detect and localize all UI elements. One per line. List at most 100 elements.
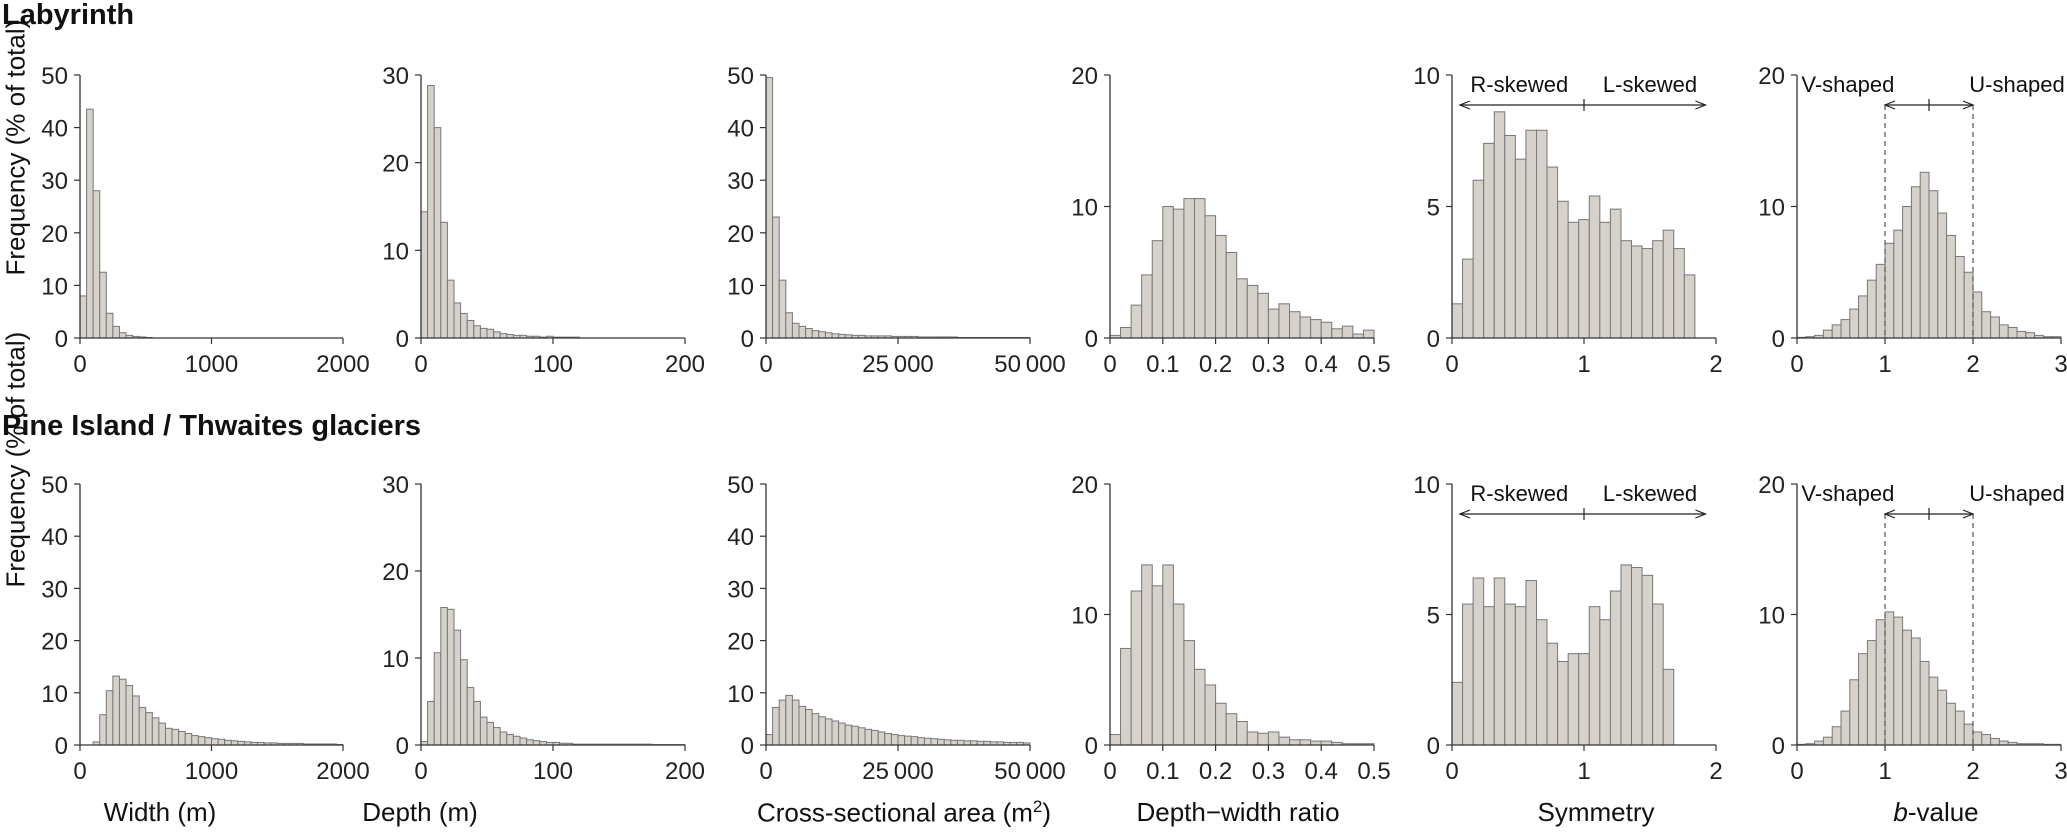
depth-y-tick-label: 20 — [382, 559, 409, 586]
depth-width-bar — [1257, 732, 1269, 746]
symmetry-bar — [1535, 619, 1548, 746]
area-y-tick-label: 30 — [727, 576, 754, 603]
depth-width-x-tick-label: 0.4 — [1305, 351, 1338, 378]
b-value-bar — [1893, 229, 1904, 339]
area-bar — [818, 716, 826, 746]
b-value-y-tick-label: 20 — [1758, 63, 1785, 90]
depth-bar — [519, 737, 528, 746]
width-y-tick-label: 40 — [41, 116, 68, 143]
area-x-tick-label: 0 — [759, 758, 772, 785]
area-bar — [877, 731, 886, 746]
width-bar — [105, 312, 114, 339]
b-value-bar — [1946, 234, 1956, 339]
b-value-bar — [1990, 316, 2000, 339]
depth-width-x-tick-label: 0.1 — [1146, 758, 1179, 785]
depth-x-tick-label: 200 — [665, 758, 705, 785]
symmetry-bar — [1504, 134, 1516, 339]
depth-width-bar — [1130, 590, 1143, 746]
b-value-x-tick-label: 1 — [1878, 758, 1891, 785]
symmetry-bar — [1462, 258, 1474, 339]
b-value-arrow-right-head — [1962, 100, 1975, 110]
area-x-tick-label: 25 000 — [862, 758, 934, 785]
symmetry-x-tick-label: 1 — [1577, 758, 1590, 785]
area-bar — [864, 728, 873, 746]
width-bar — [151, 717, 160, 746]
depth-bar — [460, 312, 468, 339]
area-bar — [851, 725, 859, 746]
area-bar — [844, 724, 853, 746]
depth-y-tick-label: 10 — [382, 238, 409, 265]
width-bar — [217, 738, 226, 746]
x-axis-label-symmetry: Symmetry — [1537, 797, 1655, 827]
depth-bar — [493, 727, 501, 746]
symmetry-bar — [1525, 580, 1537, 746]
symmetry-bar — [1472, 577, 1485, 746]
x-axis-label-depth-width: Depth−width ratio — [1136, 797, 1340, 827]
depth-bar — [440, 221, 448, 339]
depth-bar — [427, 701, 435, 746]
area-x-tick-label: 25 000 — [862, 351, 934, 378]
depth-y-tick-label: 0 — [396, 733, 409, 760]
symmetry-arrow-right-head — [1695, 100, 1708, 110]
area-bar — [805, 709, 813, 746]
depth-x-tick-label: 0 — [414, 758, 427, 785]
symmetry-bar — [1683, 274, 1696, 339]
symmetry-bar — [1673, 248, 1685, 339]
area-bar — [805, 328, 813, 339]
depth-width-bar — [1172, 208, 1185, 339]
b-value-bar — [1884, 242, 1895, 339]
depth-width-bar — [1183, 640, 1195, 746]
b-value-bar — [1928, 676, 1939, 746]
depth-width-bar — [1151, 585, 1164, 746]
depth-width-y-tick-label: 0 — [1085, 733, 1098, 760]
b-value-bar — [1866, 640, 1877, 746]
depth-width-x-tick-label: 0.3 — [1252, 758, 1285, 785]
depth-width-bar — [1278, 303, 1291, 339]
width-y-tick-label: 20 — [41, 221, 68, 248]
area-bar — [923, 737, 932, 746]
depth-width-bar — [1299, 316, 1312, 339]
symmetry-bar — [1652, 603, 1664, 746]
width-bar — [224, 739, 232, 746]
depth-width-x-tick-label: 0.3 — [1252, 351, 1285, 378]
b-value-arrow-left-head — [1883, 100, 1896, 110]
b-value-bar — [1831, 324, 1842, 339]
depth-width-bar — [1204, 215, 1217, 339]
depth-width-bar — [1120, 326, 1132, 339]
depth-width-y-tick-label: 10 — [1071, 195, 1098, 222]
area-bar — [910, 736, 919, 746]
area-bar — [791, 699, 800, 746]
x-axis-label-width: Width (m) — [103, 797, 217, 827]
width-bar — [171, 728, 180, 746]
width-bar — [178, 730, 186, 746]
x-axis-label-area-text: Cross-sectional area (m — [756, 797, 1033, 828]
area-bar — [824, 718, 833, 746]
annotation-l-skewed: L-skewed — [1603, 481, 1697, 506]
symmetry-bar — [1514, 158, 1527, 339]
depth-width-x-tick-label: 0.4 — [1305, 758, 1338, 785]
x-axis-label-b-value: b-value — [1893, 797, 1978, 828]
width-x-tick-label: 0 — [73, 351, 86, 378]
width-bar — [118, 678, 127, 746]
depth-width-bar — [1141, 564, 1153, 746]
b-value-bar — [1822, 329, 1833, 339]
b-value-bar — [1858, 295, 1868, 339]
symmetry-y-tick-label: 0 — [1427, 733, 1440, 760]
b-value-bar — [1902, 629, 1912, 746]
area-bar — [772, 706, 780, 746]
depth-width-bar — [1236, 278, 1248, 339]
symmetry-y-tick-label: 5 — [1427, 195, 1440, 222]
symmetry-bar — [1620, 240, 1633, 339]
width-bar — [112, 675, 120, 746]
area-y-tick-label: 40 — [727, 116, 754, 143]
width-x-tick-label: 2000 — [316, 351, 369, 378]
area-bar — [818, 331, 826, 339]
symmetry-bar — [1557, 660, 1569, 746]
depth-bar — [532, 740, 541, 746]
width-y-tick-label: 50 — [41, 63, 68, 90]
area-bar — [930, 738, 939, 746]
depth-bar — [427, 85, 435, 339]
depth-width-bar — [1193, 198, 1206, 339]
depth-width-bar — [1278, 736, 1291, 746]
symmetry-bar — [1483, 142, 1495, 339]
